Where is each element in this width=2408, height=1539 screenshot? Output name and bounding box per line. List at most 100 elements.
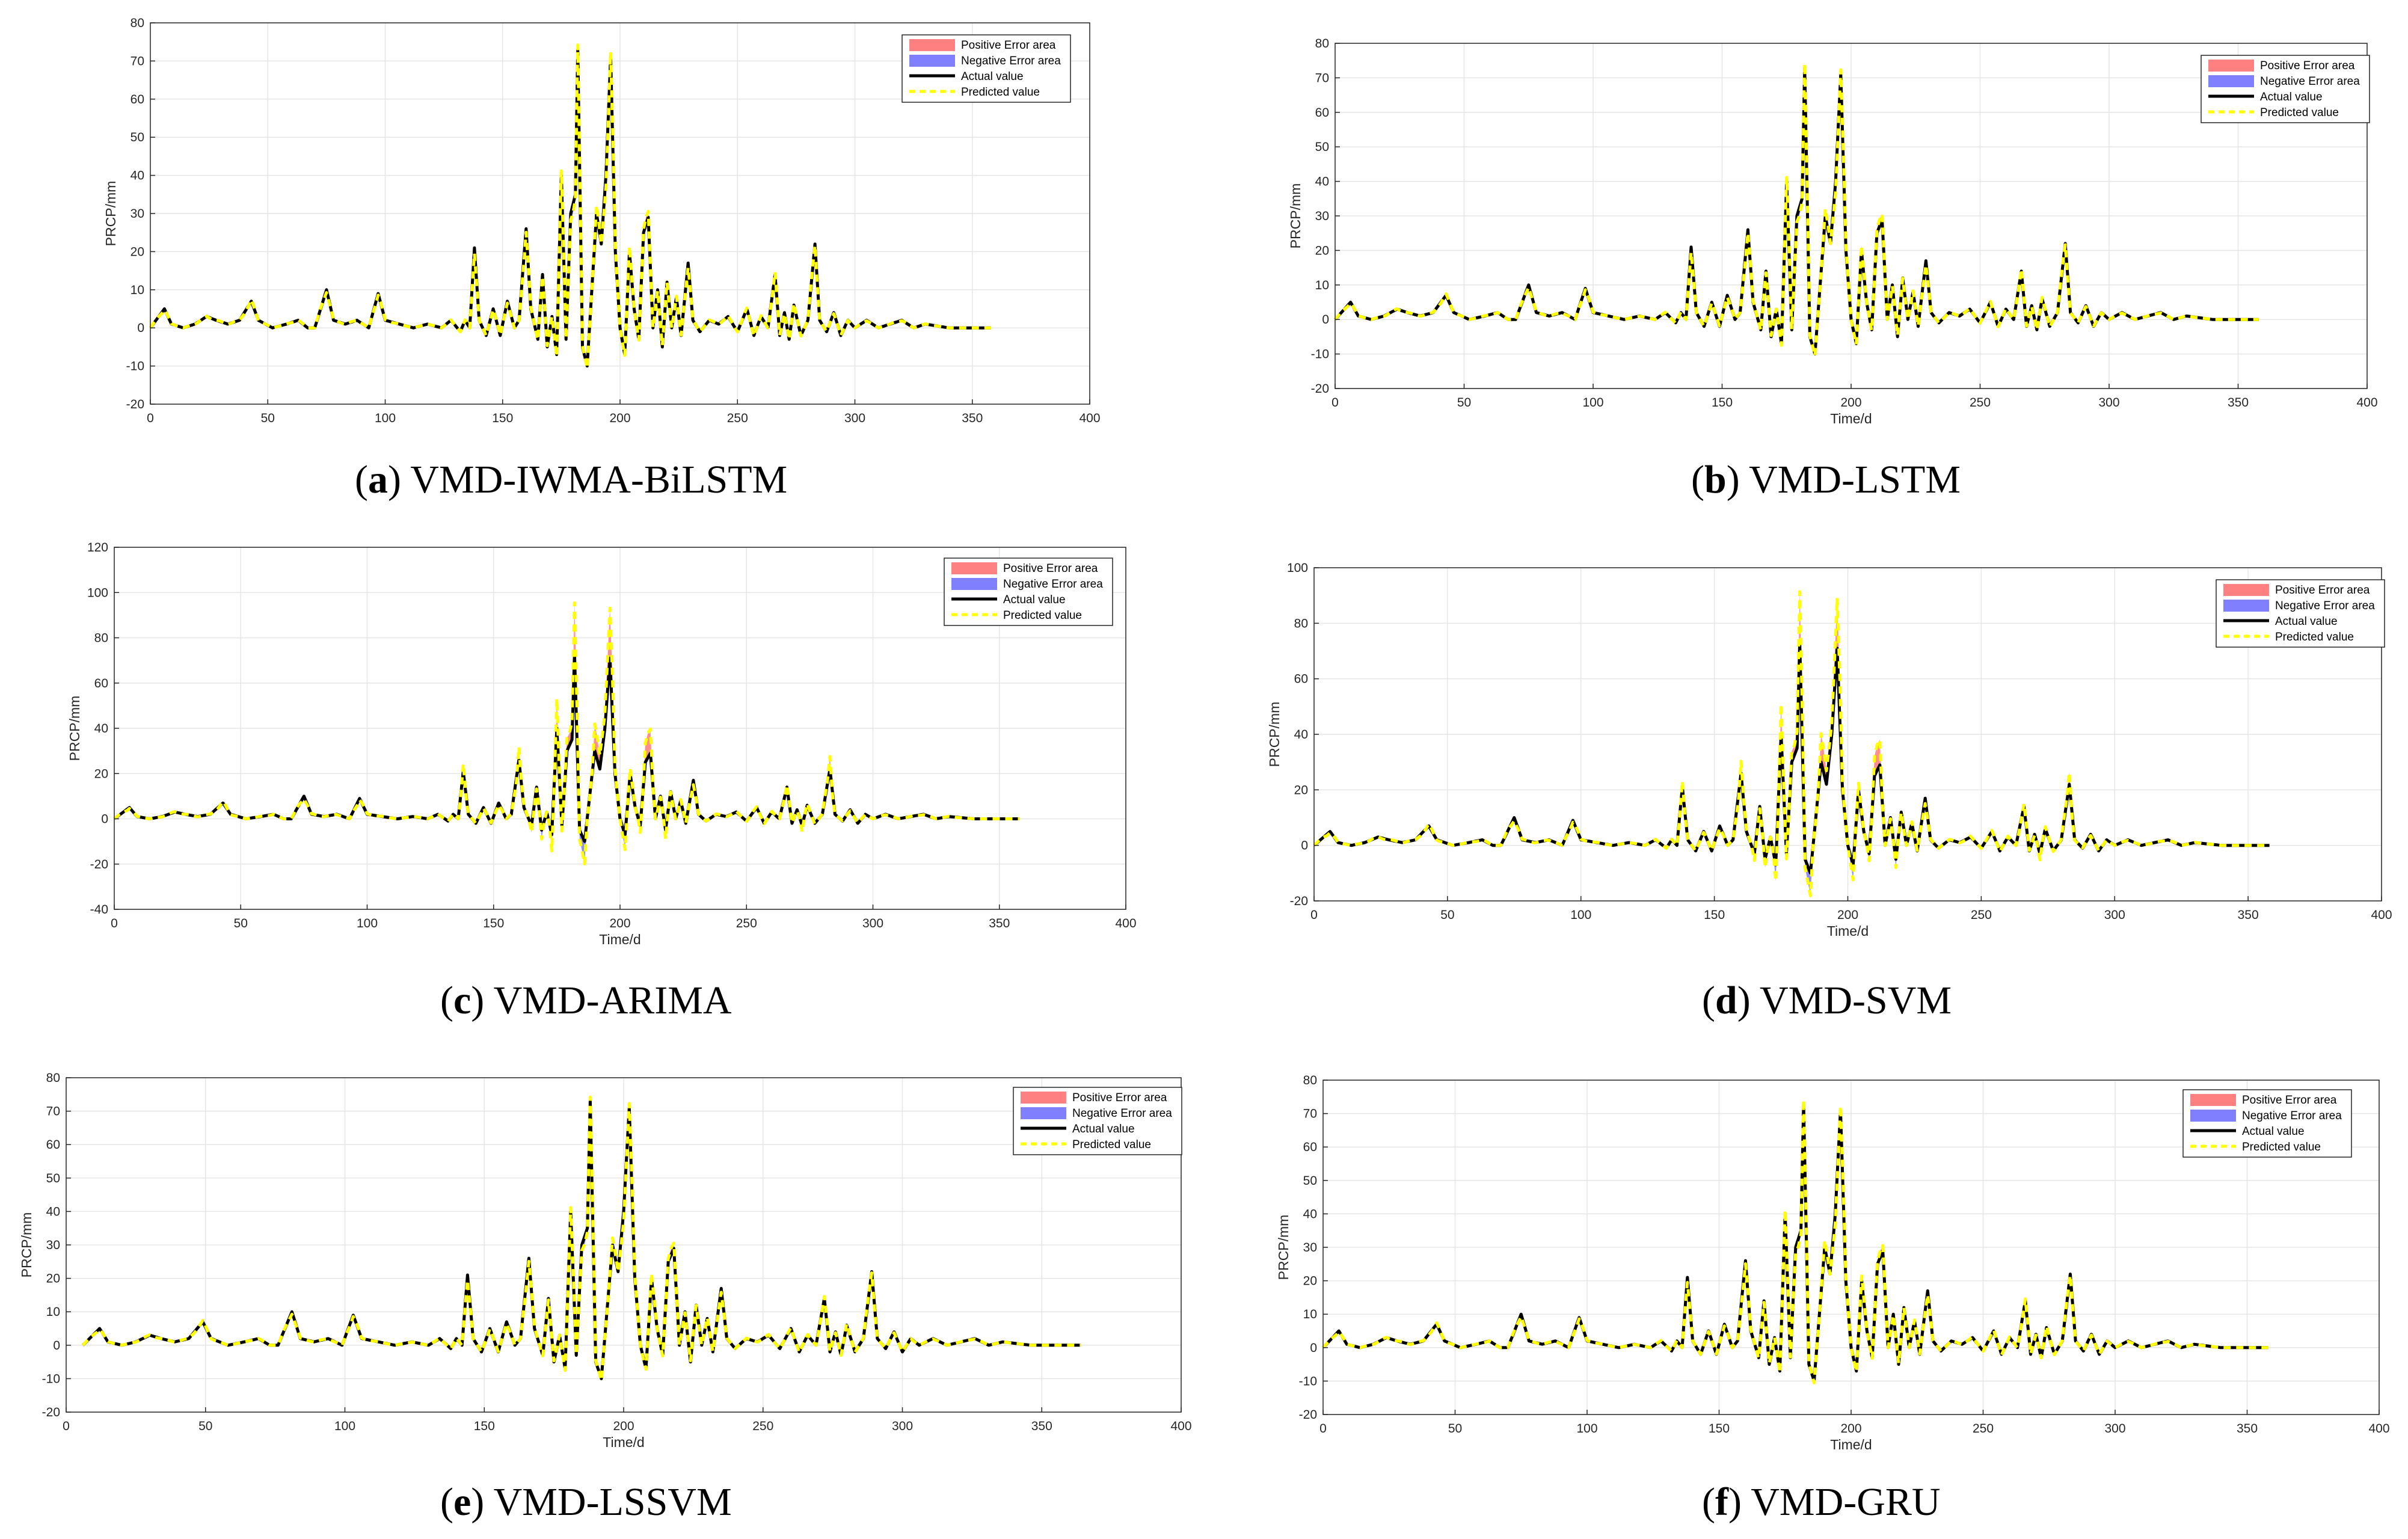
chart-a-svg: 0 50 100 150 200 250 300 350 400 -20 -10 0 10 20 30 40 5… (103, 16, 1101, 425)
y-tick-label: -20 (1290, 894, 1308, 908)
x-tick-label: 150 (1709, 1422, 1730, 1436)
caption-e-letter: e (453, 1480, 471, 1524)
legend-label: Negative Error area (2275, 600, 2375, 612)
x-tick-label: 50 (1440, 908, 1454, 922)
legend-label: Negative Error area (961, 55, 1061, 67)
legend-label: Positive Error area (2275, 584, 2370, 597)
y-tick-label: -40 (90, 903, 108, 917)
x-tick-label: 400 (1115, 917, 1136, 930)
caption-b: (b) VMD-LSTM (1691, 458, 1961, 502)
y-tick-label: -20 (42, 1405, 60, 1419)
x-tick-label: 150 (492, 411, 513, 425)
x-tick-label: 350 (2228, 396, 2249, 410)
legend-label: Negative Error area (1003, 578, 1103, 591)
y-tick-label: 50 (131, 131, 144, 144)
y-tick-label: 40 (1315, 175, 1329, 189)
y-tick-label: -10 (126, 360, 144, 373)
caption-e-text: VMD-LSSVM (484, 1480, 732, 1524)
y-tick-label: 20 (1315, 244, 1329, 257)
legend-label: Predicted value (2242, 1141, 2321, 1153)
x-tick-label: 400 (2356, 396, 2377, 410)
legend: Positive Error area Negative Error area Ac… (2201, 55, 2370, 123)
y-tick-label: 0 (53, 1339, 60, 1353)
x-tick-label: 200 (609, 411, 630, 425)
y-tick-label: 80 (94, 631, 108, 645)
x-tick-label: 200 (1840, 1422, 1861, 1436)
x-tick-label: 250 (752, 1419, 773, 1433)
x-tick-label: 350 (1031, 1419, 1052, 1433)
x-tick-label: 200 (609, 917, 630, 930)
legend-negative-error-swatch (909, 55, 955, 67)
x-tick-label: 150 (474, 1419, 495, 1433)
y-tick-label: 0 (1310, 1341, 1317, 1355)
y-tick-label: 0 (1322, 313, 1329, 327)
chart-e-svg: 0 50 100 150 200 250 300 350 400 -20 -10 0 10 20 30 40 5… (19, 1071, 1192, 1450)
y-tick-label: 60 (131, 93, 144, 106)
negative-error-area (1847, 845, 1851, 864)
y-tick-label: -20 (1299, 1408, 1317, 1422)
legend-label: Predicted value (1003, 609, 1082, 622)
legend-label: Actual value (1003, 594, 1066, 606)
legend: Positive Error area Negative Error area Ac… (944, 558, 1113, 626)
legend: Positive Error area Negative Error area Ac… (2216, 579, 2385, 648)
caption-d-letter: d (1715, 978, 1737, 1022)
x-tick-label: 100 (1570, 908, 1591, 922)
caption-f: (f) VMD-GRU (1702, 1480, 1941, 1524)
legend-label: Actual value (961, 70, 1024, 83)
y-tick-label: 30 (46, 1238, 60, 1252)
legend-label: Negative Error area (1072, 1107, 1172, 1120)
x-tick-label: 300 (862, 917, 883, 930)
x-tick-label: 50 (198, 1419, 212, 1433)
x-tick-label: 350 (962, 411, 983, 425)
legend-positive-error-swatch (2190, 1094, 2236, 1106)
y-tick-label: 40 (1303, 1207, 1317, 1221)
x-tick-label: 100 (334, 1419, 355, 1433)
y-tick-label: 40 (1294, 728, 1308, 742)
caption-a: (a) VMD-IWMA-BiLSTM (355, 458, 788, 502)
legend-label: Predicted value (1072, 1138, 1151, 1151)
x-axis-label: Time/d (599, 932, 640, 947)
x-tick-label: 250 (736, 917, 757, 930)
legend: Positive Error area Negative Error area Ac… (2182, 1089, 2352, 1158)
chart-panel-a: 0 50 100 150 200 250 300 350 400 -20 -10 0 10 20 30 40 5… (0, 0, 1203, 445)
x-tick-label: 0 (147, 411, 154, 425)
y-tick-label: 0 (1301, 839, 1308, 853)
y-tick-label: 20 (131, 245, 144, 259)
x-tick-label: 250 (1970, 396, 1991, 410)
x-axis-label: Time/d (1830, 411, 1872, 426)
chart-panel-c: 0 50 100 150 200 250 300 350 400 -40 -20 0 20 40 60 80 1… (0, 529, 1203, 974)
y-tick-label: -20 (126, 398, 144, 411)
legend-positive-error-swatch (1021, 1092, 1066, 1104)
legend: Positive Error area Negative Error area Ac… (1013, 1087, 1182, 1155)
positive-error-area (648, 729, 651, 758)
x-tick-label: 300 (844, 411, 865, 425)
chart-panel-e: 0 50 100 150 200 250 300 350 400 -20 -10 0 10 20 30 40 5… (0, 1058, 1203, 1479)
x-tick-label: 300 (2104, 1422, 2125, 1436)
x-tick-label: 0 (1331, 396, 1339, 410)
y-tick-label: 70 (1315, 71, 1329, 85)
caption-c-letter: c (453, 978, 471, 1022)
caption-d-text: VMD-SVM (1750, 978, 1952, 1022)
x-tick-label: 400 (2371, 908, 2392, 922)
legend-label: Positive Error area (2242, 1094, 2337, 1107)
x-axis-label: Time/d (603, 1434, 644, 1450)
x-tick-label: 150 (1712, 396, 1733, 410)
legend-negative-error-swatch (2208, 75, 2254, 87)
x-tick-label: 300 (2104, 908, 2125, 922)
x-axis-label: Time/d (1827, 923, 1869, 939)
legend-label: Positive Error area (1003, 562, 1098, 575)
y-axis-label: PRCP/mm (67, 696, 82, 761)
x-tick-label: 0 (111, 917, 118, 930)
x-tick-label: 200 (1837, 908, 1858, 922)
chart-f-svg: 0 50 100 150 200 250 300 350 400 -20 -10 0 10 20 30 40 5… (1276, 1074, 2390, 1452)
legend-negative-error-swatch (2223, 600, 2269, 612)
caption-b-letter: b (1704, 458, 1727, 502)
y-tick-label: 20 (94, 767, 108, 781)
x-tick-label: 150 (1704, 908, 1725, 922)
predicted-value-line (1322, 1098, 2268, 1384)
legend-positive-error-swatch (2208, 60, 2254, 72)
x-tick-label: 350 (2238, 908, 2259, 922)
x-tick-label: 50 (234, 917, 248, 930)
x-tick-label: 0 (1310, 908, 1318, 922)
x-tick-label: 150 (483, 917, 504, 930)
